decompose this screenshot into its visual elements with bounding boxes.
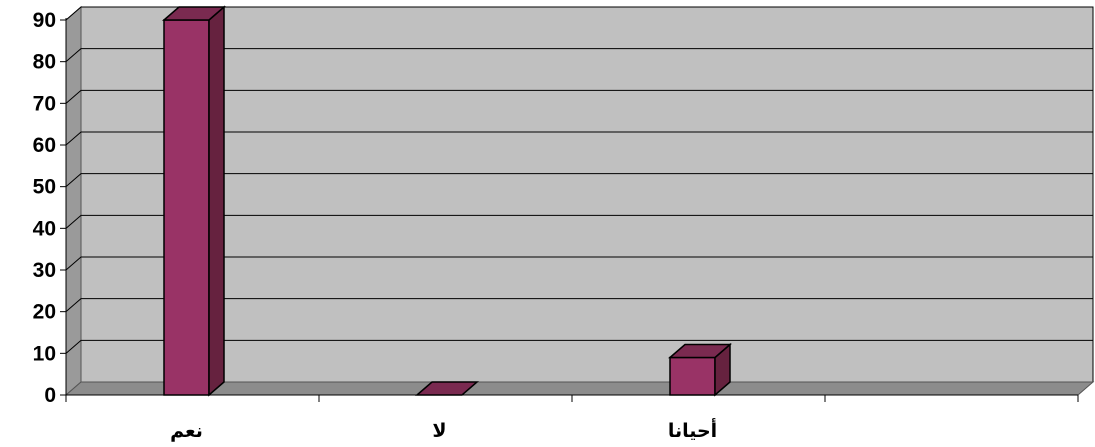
bar-front <box>163 19 210 396</box>
y-tick-label: 10 <box>33 342 56 365</box>
bar-top <box>161 6 227 21</box>
x-category-label: نعم <box>170 420 203 442</box>
gridlines <box>65 6 1093 354</box>
gridline <box>65 256 1093 271</box>
x-category-label: لا <box>432 420 446 442</box>
y-tick-label: 0 <box>44 384 56 407</box>
gridline <box>65 89 1093 104</box>
y-tick-label: 40 <box>33 217 56 240</box>
y-tick-label: 50 <box>33 176 56 199</box>
bar <box>161 5 227 397</box>
gridline <box>65 131 1093 146</box>
gridline <box>65 298 1093 313</box>
bar <box>667 342 733 397</box>
y-tick-label: 30 <box>33 259 56 282</box>
bar-side <box>208 5 225 397</box>
y-tick-label: 60 <box>33 134 56 157</box>
axes <box>60 18 1079 402</box>
x-axis-category-labels: نعم لا أحيانا <box>170 418 717 442</box>
x-category-label: أحيانا <box>668 418 717 442</box>
gridline <box>65 6 1093 21</box>
y-tick-label: 20 <box>33 301 56 324</box>
gridline <box>65 214 1093 229</box>
bar-top <box>667 343 733 359</box>
chart-walls <box>64 5 1095 397</box>
bar-front <box>669 356 716 396</box>
y-tick-label: 70 <box>33 92 56 115</box>
gridline <box>65 339 1093 354</box>
y-tick-label: 90 <box>33 9 56 32</box>
gridline <box>65 173 1093 188</box>
side-wall <box>65 5 82 397</box>
y-tick-label: 80 <box>33 51 56 74</box>
gridline <box>65 48 1093 63</box>
y-axis-tick-labels: 0 10 20 30 40 50 60 70 80 90 <box>33 9 56 407</box>
back-wall <box>80 6 1094 383</box>
